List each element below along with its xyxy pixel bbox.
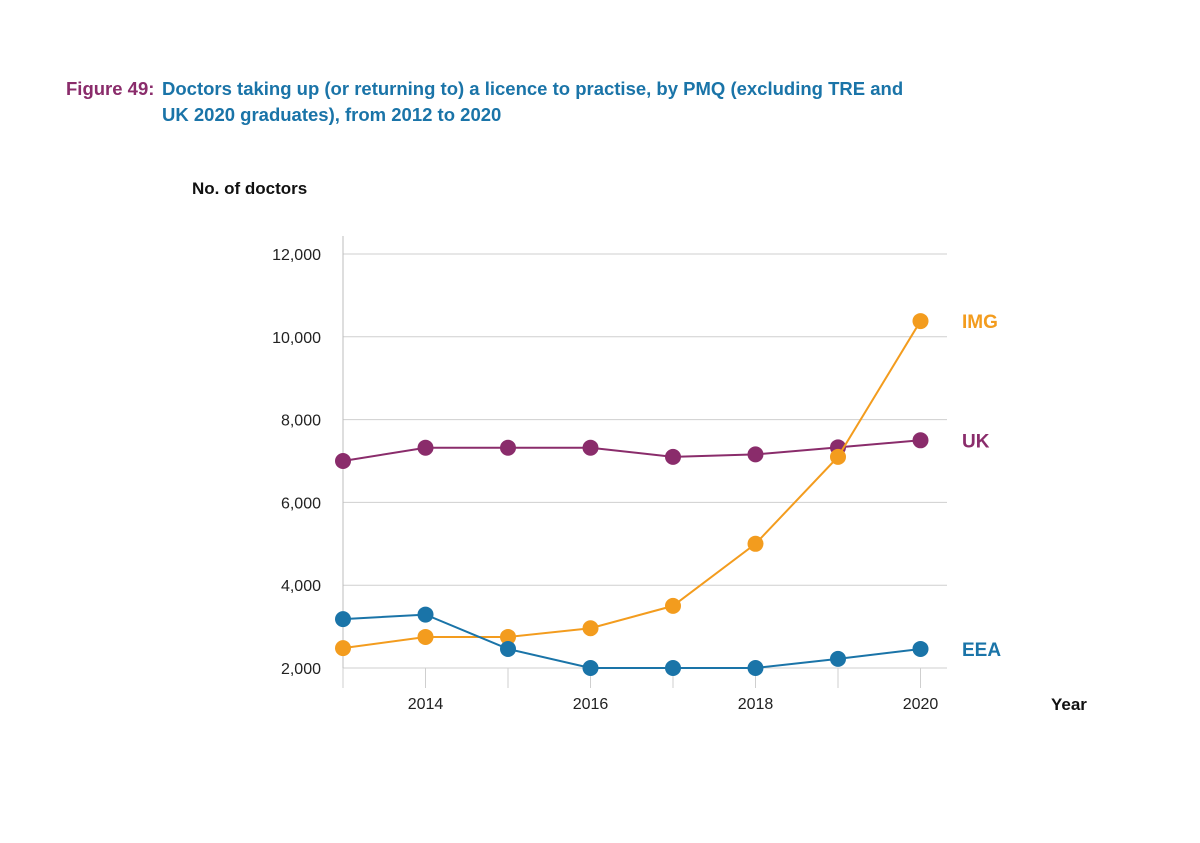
data-point-eea [500, 640, 516, 657]
series-line-uk [342, 439, 921, 462]
data-point-eea [665, 660, 681, 676]
series [335, 313, 929, 676]
data-point-eea [582, 660, 599, 676]
data-point-eea [912, 640, 929, 657]
x-axis-title: Year [1051, 695, 1087, 714]
data-point-img [912, 313, 929, 330]
y-tick-label: 4,000 [281, 578, 321, 595]
data-point-uk [417, 439, 434, 456]
data-point-img [335, 640, 351, 657]
x-tick-label: 2020 [903, 696, 939, 713]
labels: 2,000 4,000 6,000 8,000 10,000 12,000 2014 2016… [192, 179, 1087, 714]
figure-title: Figure 49: Doctors taking up (or returnin… [66, 76, 966, 128]
series-label-img: IMG [962, 312, 998, 333]
x-tick-label: 2016 [573, 696, 609, 713]
data-point-eea [417, 606, 434, 623]
data-point-eea [747, 660, 764, 676]
series-label-uk: UK [962, 431, 990, 452]
y-tick-label: 8,000 [281, 413, 321, 430]
data-point-uk [747, 446, 764, 463]
series-line-eea [342, 613, 921, 669]
y-tick-label: 10,000 [272, 330, 321, 347]
figure-label: Figure 49: [66, 78, 155, 99]
data-point-uk [500, 439, 516, 456]
data-point-uk [582, 439, 599, 456]
figure-title-line1: Doctors taking up (or returning to) a li… [162, 78, 904, 99]
y-tick-label: 6,000 [281, 495, 321, 512]
figure-title-line2: UK 2020 graduates), from 2012 to 2020 [162, 104, 502, 125]
data-point-img [830, 448, 846, 465]
data-point-img [500, 628, 516, 645]
x-tick-label: 2018 [738, 696, 774, 713]
data-point-img [582, 620, 599, 637]
data-point-img [747, 535, 764, 552]
data-point-eea [335, 611, 351, 628]
y-axis-title: No. of doctors [192, 179, 307, 198]
data-point-img [665, 597, 681, 614]
x-tick-label: 2014 [408, 696, 444, 713]
series-label-eea: EEA [962, 640, 1001, 661]
data-point-img [417, 628, 434, 645]
series-line-img [342, 320, 922, 650]
data-point-uk [665, 448, 681, 465]
y-tick-label: 12,000 [272, 247, 321, 264]
y-tick-label: 2,000 [281, 661, 321, 678]
gridlines [343, 253, 947, 669]
data-point-uk [912, 432, 929, 449]
data-point-uk [335, 453, 351, 469]
data-point-eea [830, 650, 846, 667]
